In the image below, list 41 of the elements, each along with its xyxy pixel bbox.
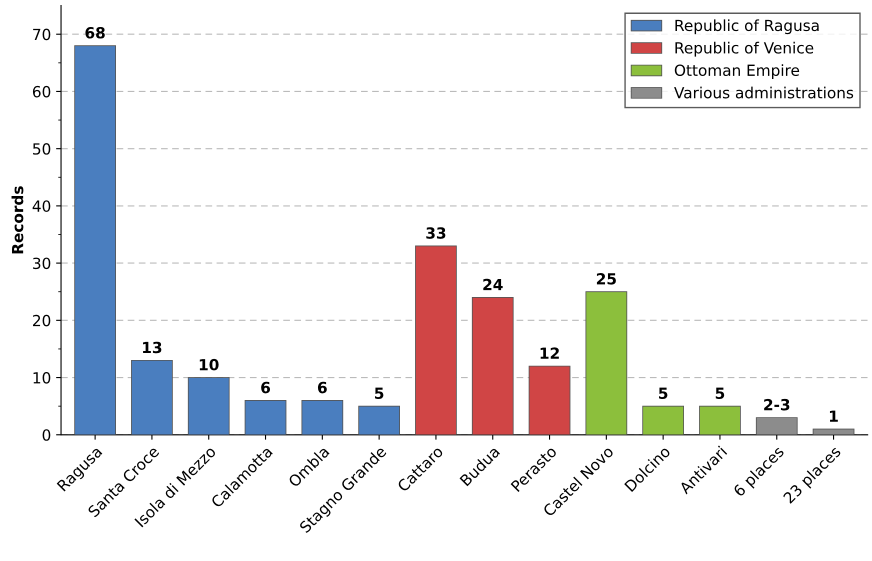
bar (472, 297, 514, 435)
bar (301, 400, 344, 435)
data-label: 24 (483, 278, 503, 290)
data-label: 1 (830, 410, 838, 422)
data-label: 25 (596, 273, 616, 285)
y-tick-label: 40 (32, 200, 50, 212)
data-label: 12 (540, 347, 559, 359)
y-tick-label: 50 (33, 143, 50, 155)
bar (756, 417, 798, 435)
data-label: 68 (85, 26, 105, 39)
data-label: 33 (426, 227, 446, 239)
y-tick-label: 60 (32, 86, 50, 98)
data-label: 13 (143, 342, 162, 354)
data-label: 5 (716, 388, 724, 400)
bar (812, 428, 854, 435)
y-tick-label: 30 (33, 258, 50, 270)
y-tick-label: 70 (33, 28, 50, 40)
bar (528, 366, 570, 435)
bar (74, 45, 116, 435)
data-label: 5 (659, 388, 668, 400)
y-tick-label: 20 (32, 314, 50, 326)
legend-label: Republic of Venice (675, 42, 814, 57)
y-tick-label: 0 (42, 429, 50, 441)
bar (131, 360, 173, 435)
legend-label: Ottoman Empire (674, 64, 800, 79)
bar (699, 406, 741, 435)
bar (244, 400, 286, 435)
bar (188, 377, 230, 435)
bar (585, 291, 628, 435)
data-label: 2-3 (764, 398, 790, 410)
y-axis-title: Records (12, 186, 24, 254)
data-label: 5 (375, 388, 384, 400)
bar (642, 406, 684, 435)
bar (415, 246, 457, 435)
data-label: 10 (200, 358, 219, 370)
legend-label: Republic of Ragusa (675, 19, 819, 34)
legend-label: Various administrations (674, 86, 854, 98)
data-label: 6 (261, 382, 270, 394)
y-tick-label: 10 (34, 372, 50, 384)
data-label: 6 (318, 382, 327, 394)
bar (358, 406, 400, 435)
